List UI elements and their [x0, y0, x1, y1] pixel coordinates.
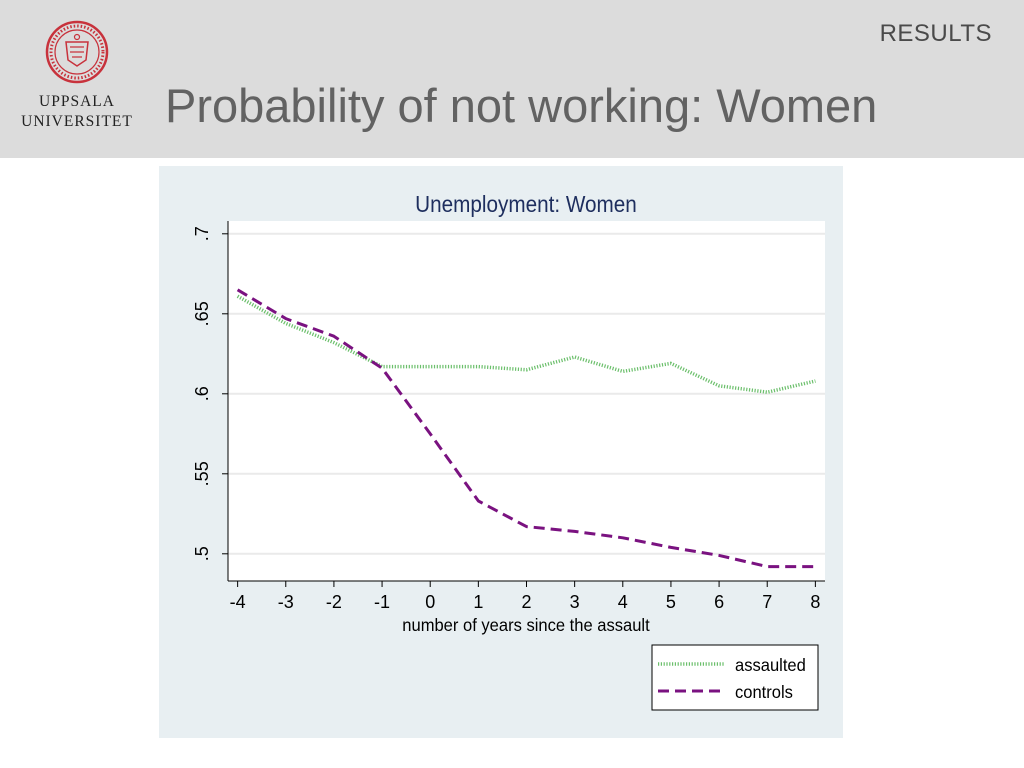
x-tick-label: 2: [521, 592, 531, 612]
x-tick-label: -3: [278, 592, 294, 612]
logo-line-2: UNIVERSITET: [21, 113, 133, 130]
y-tick-label: .5: [192, 546, 212, 561]
x-tick-label: 3: [570, 592, 580, 612]
chart-panel: Unemployment: Women .5 .55 .6 .65 .7 -4 -3 -2 -1…: [159, 166, 843, 738]
y-tick-label: .55: [192, 461, 212, 486]
x-tick-label: 4: [618, 592, 628, 612]
x-axis-label: number of years since the assault: [402, 614, 650, 635]
slide-header: UPPSALA UNIVERSITET RESULTS Probability …: [0, 0, 1024, 158]
y-tick-label: .65: [192, 301, 212, 326]
x-tick-label: 8: [810, 592, 820, 612]
x-tick-label: 1: [473, 592, 483, 612]
y-tick-label: .6: [192, 386, 212, 401]
line-chart: Unemployment: Women .5 .55 .6 .65 .7 -4 -3 -2 -1…: [192, 191, 825, 711]
chart-title: Unemployment: Women: [415, 191, 637, 217]
x-tick-label: -4: [230, 592, 246, 612]
legend-box: [651, 644, 819, 711]
legend-label-controls: controls: [735, 681, 793, 702]
x-tick-label: 7: [762, 592, 772, 612]
x-tick-label: 0: [425, 592, 435, 612]
legend-label-assaulted: assaulted: [735, 654, 806, 675]
plot-area: [228, 221, 825, 581]
y-tick-label: .7: [192, 226, 212, 241]
x-tick-label: 6: [714, 592, 724, 612]
logo-line-1: UPPSALA: [39, 93, 115, 110]
x-tick-label: -1: [374, 592, 390, 612]
x-tick-label: 5: [666, 592, 676, 612]
x-tick-label: -2: [326, 592, 342, 612]
university-logo: UPPSALA UNIVERSITET: [18, 20, 136, 135]
slide-title: Probability of not working: Women: [165, 79, 878, 132]
legend: assaulted controls: [651, 644, 819, 711]
university-seal-icon: [45, 20, 109, 84]
section-label: RESULTS: [879, 20, 992, 47]
